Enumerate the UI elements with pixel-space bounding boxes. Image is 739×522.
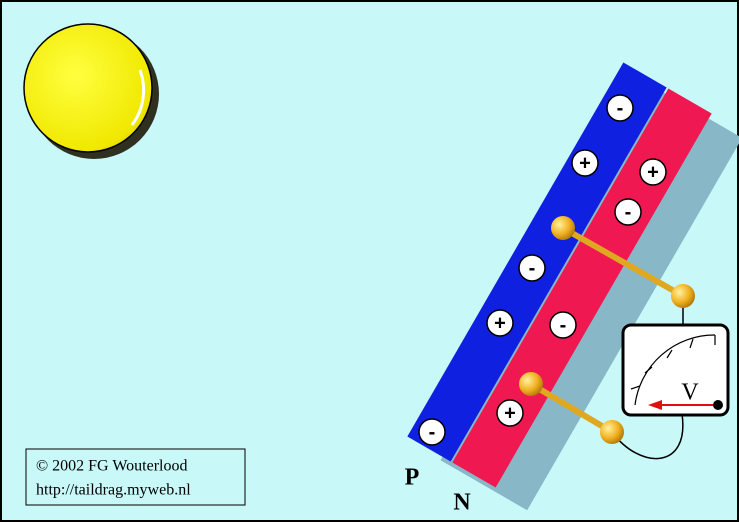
charge-sign: -	[625, 201, 632, 223]
charge-bubble	[571, 149, 599, 177]
charge-sign: +	[647, 161, 659, 183]
charge-sign: -	[529, 257, 536, 279]
contact	[519, 372, 543, 396]
contact	[551, 216, 575, 240]
meter-ticks	[630, 335, 716, 390]
charge-sign: +	[504, 402, 516, 424]
wire	[611, 413, 684, 460]
sun	[23, 23, 153, 153]
needle-pivot	[713, 400, 723, 410]
meter-scale	[634, 334, 716, 406]
charge-sign: -	[617, 97, 624, 119]
contact	[671, 284, 695, 308]
p-label: P	[405, 465, 420, 491]
sun-highlight	[130, 69, 146, 126]
needle-arrow	[648, 400, 662, 410]
credit-url: http://taildrag.myweb.nl	[36, 482, 191, 499]
charge-bubble	[639, 158, 667, 186]
charge-bubble	[614, 198, 642, 226]
credit-box	[25, 448, 246, 506]
charge-bubble	[496, 399, 524, 427]
contact-bar	[529, 381, 614, 435]
charge-bubble	[418, 418, 446, 446]
credit-line: © 2002 FG Wouterlood	[36, 458, 187, 475]
charge-bubble	[606, 94, 634, 122]
charge-bubble	[518, 254, 546, 282]
voltmeter	[621, 323, 730, 417]
charge-sign: +	[494, 312, 506, 334]
charge-sign: -	[560, 314, 567, 336]
charge-sign: +	[579, 152, 591, 174]
n-layer	[452, 88, 712, 488]
meter-unit: V	[681, 380, 699, 406]
charge-sign: -	[429, 421, 436, 443]
charge-bubble	[549, 311, 577, 339]
charge-bubble	[486, 309, 514, 337]
contact-bar	[561, 225, 685, 299]
contact	[600, 420, 624, 444]
n-label: N	[453, 490, 471, 516]
